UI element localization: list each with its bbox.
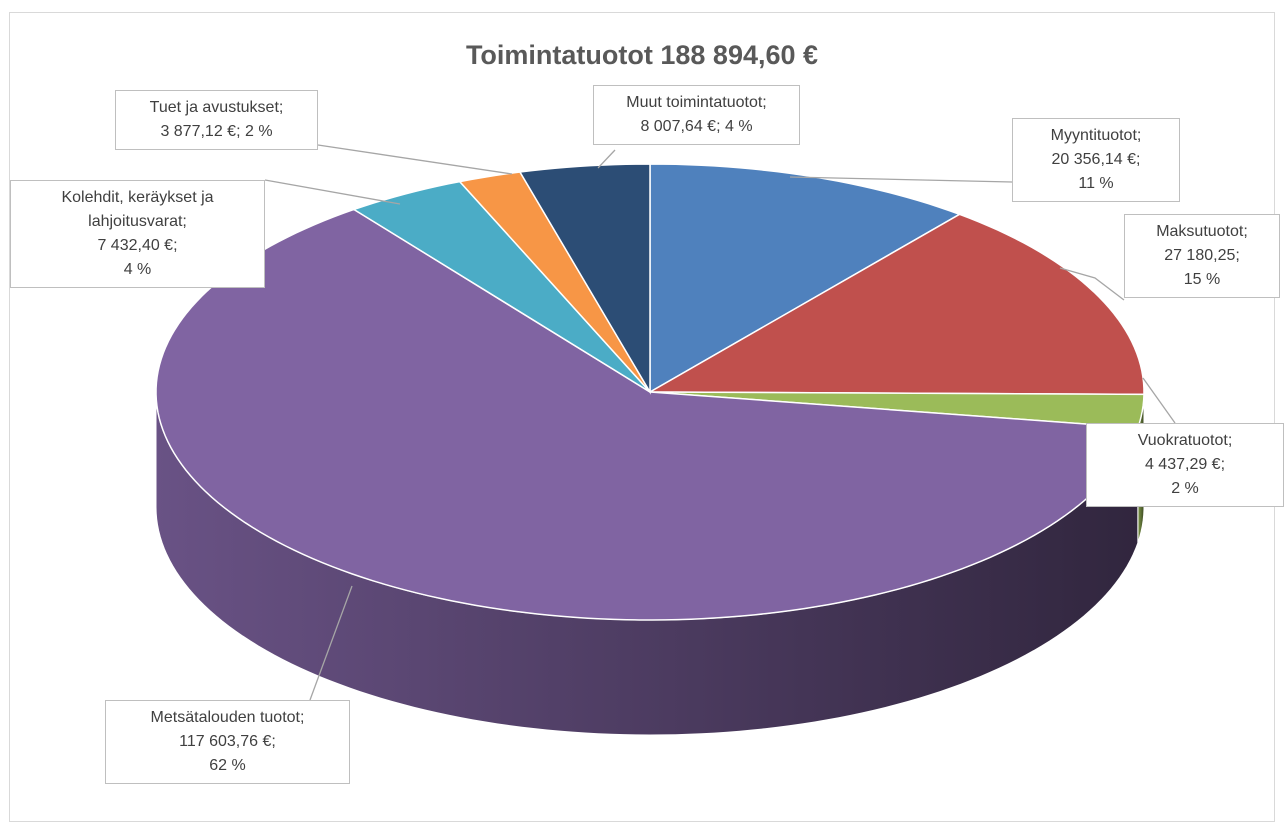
- data-label: Kolehdit, keräykset ja lahjoitusvarat; 7 …: [10, 180, 265, 288]
- label-text: 2 %: [244, 123, 273, 140]
- data-label: Tuet ja avustukset; 3 877,12 €; 2 %: [115, 90, 318, 150]
- leader-line: [264, 179, 401, 205]
- chart-frame: [9, 12, 1275, 822]
- leader-line: [317, 144, 513, 175]
- label-text: 27 180,25;: [1164, 247, 1240, 264]
- pie-slice: [458, 171, 651, 393]
- pie-slice: [647, 213, 1145, 396]
- data-label: Muut toimintatuotot; 8 007,64 €; 4 %: [593, 85, 800, 145]
- label-text: 11 %: [1078, 175, 1114, 192]
- label-text: Muut toimintatuotot;: [626, 94, 767, 111]
- label-text: Maksutuotot;: [1156, 223, 1248, 240]
- label-text: 8 007,64 €;: [640, 118, 721, 135]
- leader-line: [1059, 267, 1125, 301]
- leader-line: [309, 585, 353, 701]
- label-text: Vuokratuotot;: [1137, 432, 1233, 449]
- leader-line: [789, 176, 1013, 183]
- label-text: 117 603,76 €;: [179, 733, 276, 750]
- label-text: Metsätalouden tuotot;: [150, 709, 305, 726]
- label-text: 7 432,40 €;: [97, 237, 178, 254]
- label-text: 2 %: [1171, 480, 1199, 497]
- label-text: 15 %: [1183, 271, 1221, 288]
- leader-line: [1142, 377, 1176, 424]
- data-label: Maksutuotot; 27 180,25; 15 %: [1124, 214, 1280, 298]
- chart-title: Toimintatuotot 188 894,60 €: [465, 40, 819, 70]
- label-text: Tuet ja avustukset;: [149, 99, 284, 116]
- pie-slice: [352, 180, 651, 393]
- data-label: Myyntituotot; 20 356,14 €; 11 %: [1012, 118, 1180, 202]
- label-text: 62 %: [209, 757, 246, 774]
- leader-line: [597, 149, 616, 169]
- label-text: 20 356,14 €;: [1051, 151, 1141, 168]
- label-text: 3 877,12 €;: [160, 123, 241, 140]
- label-text: 4 437,29 €;: [1144, 456, 1226, 473]
- label-text: 4 %: [724, 118, 753, 135]
- data-label: Metsätalouden tuotot; 117 603,76 €; 62 %: [105, 700, 350, 784]
- pie-slice: [518, 163, 651, 395]
- label-text: Myyntituotot;: [1050, 127, 1142, 144]
- data-label: Vuokratuotot; 4 437,29 €; 2 %: [1086, 423, 1284, 507]
- label-text: Kolehdit, keräykset ja lahjoitusvarat;: [61, 189, 214, 230]
- pie-slice: [155, 208, 1139, 621]
- label-text: 4 %: [123, 261, 152, 278]
